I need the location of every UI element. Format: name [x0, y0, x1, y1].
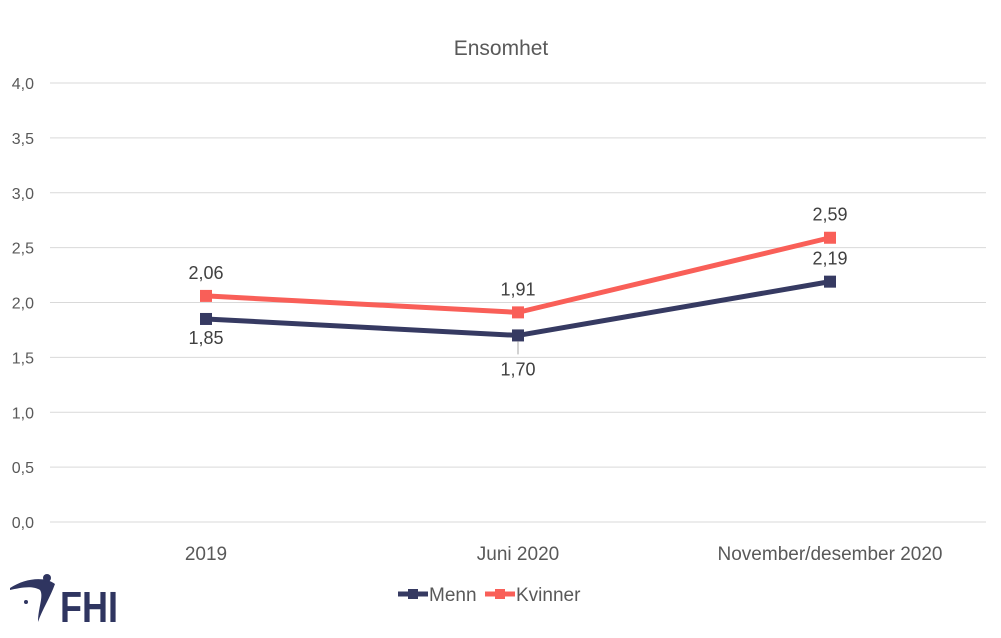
x-tick-label: Juni 2020 — [477, 544, 559, 565]
data-label: 2,06 — [188, 263, 223, 283]
x-tick-label: November/desember 2020 — [718, 544, 943, 565]
y-tick-label: 3,5 — [12, 131, 34, 148]
data-label: 2,19 — [812, 249, 847, 269]
data-point — [824, 231, 836, 244]
legend-marker-icon — [408, 589, 418, 599]
data-point — [512, 329, 524, 342]
data-label: 1,70 — [500, 359, 535, 379]
data-point — [512, 306, 524, 319]
data-point — [824, 275, 836, 288]
data-label: 1,91 — [500, 279, 535, 299]
fhi-logo-figure-icon — [10, 579, 55, 622]
data-point — [200, 289, 212, 302]
fhi-logo-text: FHI — [60, 583, 118, 632]
legend-item-menn: Menn — [398, 585, 477, 606]
y-tick-label: 1,5 — [12, 350, 34, 367]
y-tick-label: 1,0 — [12, 405, 34, 422]
y-tick-label: 0,0 — [12, 515, 34, 532]
chart-title: Ensomhet — [454, 37, 549, 60]
y-tick-label: 2,5 — [12, 241, 34, 258]
series-line — [205, 235, 831, 315]
y-tick-label: 3,0 — [12, 186, 34, 203]
x-tick-label: 2019 — [185, 544, 227, 565]
y-tick-label: 0,5 — [12, 460, 34, 477]
legend-item-kvinner: Kvinner — [485, 585, 581, 606]
data-label: 1,85 — [188, 328, 223, 348]
legend-marker-icon — [495, 589, 505, 599]
series-menn: 1,85 1,70 2,19 — [188, 249, 847, 380]
legend-label: Menn — [429, 585, 477, 606]
fhi-logo-dot-icon — [24, 600, 28, 604]
fhi-logo-head-icon — [43, 574, 51, 582]
fhi-logo: FHI — [10, 574, 118, 632]
data-point — [200, 312, 212, 325]
y-tick-label: 2,0 — [12, 296, 34, 313]
data-label: 2,59 — [812, 205, 847, 225]
legend-label: Kvinner — [516, 585, 581, 606]
y-tick-label: 4,0 — [12, 76, 34, 93]
series-kvinner: 2,06 1,91 2,59 — [188, 205, 848, 319]
